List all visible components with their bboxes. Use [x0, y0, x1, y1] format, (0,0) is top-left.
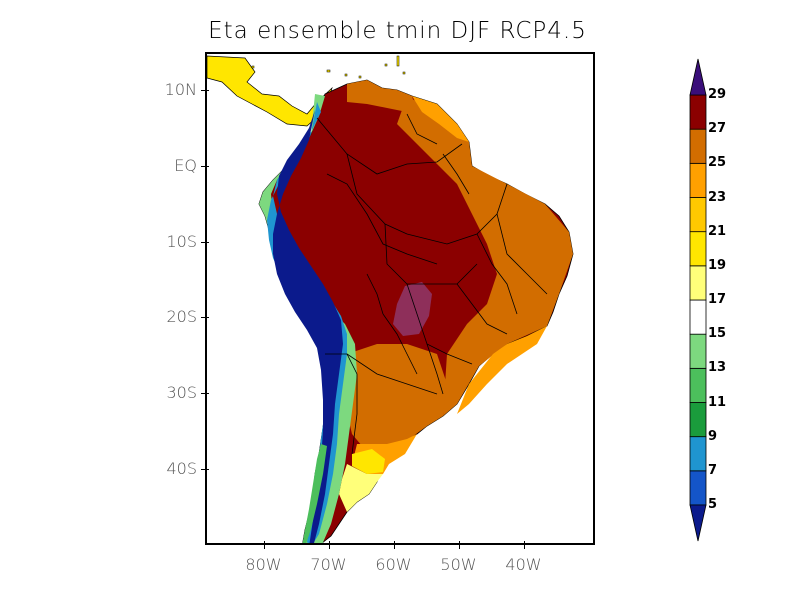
- lon-tick-mark: [328, 541, 330, 549]
- lon-tick-label: 50W: [440, 555, 477, 574]
- colorbar-under-triangle: [689, 504, 707, 542]
- zone-21c-coast: [457, 326, 547, 414]
- zone-23c-south: [345, 344, 447, 452]
- colorbar-level-label: 21: [708, 223, 727, 239]
- lat-tick-mark: [201, 393, 209, 395]
- colorbar-segment: [689, 265, 707, 301]
- lat-tick-mark: [201, 165, 209, 167]
- lon-tick-label: 80W: [245, 555, 282, 574]
- lat-tick-label: 40S: [166, 459, 197, 479]
- colorbar-level-label: 11: [708, 394, 727, 410]
- lon-tick-label: 60W: [375, 555, 412, 574]
- central-america: [207, 55, 333, 127]
- lon-tick-label: 40W: [505, 555, 542, 574]
- colorbar-level-label: 23: [708, 189, 727, 205]
- zone-23c-north: [347, 80, 417, 114]
- zone-25c-pantanal: [393, 282, 432, 336]
- colorbar-level-label: 9: [708, 428, 718, 444]
- map-title: Eta ensemble tmin DJF RCP4.5: [208, 18, 587, 44]
- zone-andes-core: [273, 110, 343, 543]
- country-borders: [316, 113, 548, 455]
- lat-tick-label: EQ: [174, 155, 197, 175]
- colorbar-segment: [689, 470, 707, 506]
- caribbean-islands: [251, 55, 406, 79]
- colorbar-level-label: 19: [708, 257, 727, 273]
- lon-tick-mark: [263, 541, 265, 549]
- colorbar-level-label: 13: [708, 360, 727, 376]
- colorbar-segment: [689, 436, 707, 472]
- colorbar-level-label: 27: [708, 121, 727, 137]
- colorbar-level-label: 5: [708, 497, 718, 512]
- zone-19c-patagonia: [352, 449, 385, 474]
- colorbar-segment: [689, 299, 707, 335]
- colorbar-segment: [689, 367, 707, 403]
- zone-23c-east: [397, 96, 573, 416]
- map-frame: [205, 52, 595, 545]
- colorbar-level-label: 17: [708, 292, 727, 307]
- colorbar-segment: [689, 162, 707, 198]
- lat-tick-label: 10N: [164, 79, 197, 99]
- lat-tick-label: 20S: [166, 307, 197, 327]
- colorbar-segment: [689, 231, 707, 267]
- zone-21c-north: [412, 96, 469, 142]
- colorbar-level-label: 7: [708, 462, 718, 478]
- map-canvas: [207, 55, 574, 543]
- lat-tick-mark: [201, 89, 209, 91]
- lat-tick-mark: [201, 469, 209, 471]
- zone-17c-patagonia: [339, 464, 383, 512]
- lon-tick-mark: [523, 541, 525, 549]
- lat-tick-mark: [201, 241, 209, 243]
- colorbar-level-label: 15: [708, 326, 727, 342]
- lon-tick-mark: [458, 541, 460, 549]
- lat-tick-label: 10S: [166, 231, 197, 251]
- colorbar-segment: [689, 128, 707, 164]
- lon-tick-mark: [393, 541, 395, 549]
- colorbar-segment: [689, 197, 707, 233]
- lat-tick-mark: [201, 317, 209, 319]
- colorbar-segment: [689, 402, 707, 438]
- colorbar-level-label: 25: [708, 155, 727, 171]
- colorbar-segment: [689, 333, 707, 369]
- lon-tick-label: 70W: [310, 555, 347, 574]
- zone-chile-coast: [302, 444, 327, 543]
- lat-tick-label: 30S: [166, 383, 197, 403]
- colorbar-segment: [689, 94, 707, 130]
- colorbar-level-label: 29: [708, 87, 727, 102]
- colorbar-over-triangle: [689, 58, 707, 96]
